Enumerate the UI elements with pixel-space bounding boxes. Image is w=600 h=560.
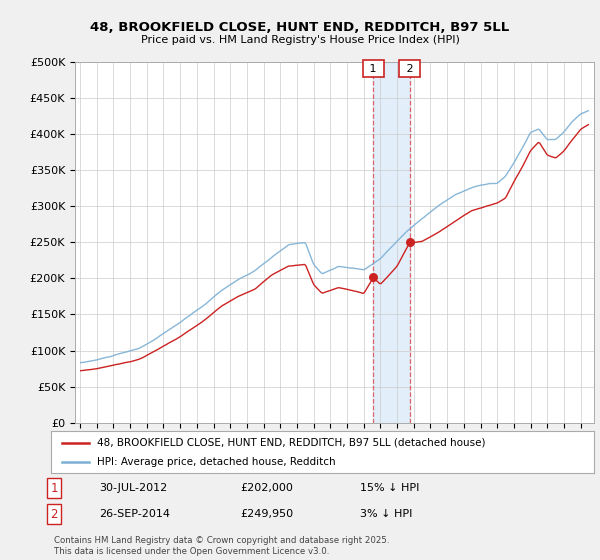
Text: £202,000: £202,000 <box>240 483 293 493</box>
Text: 15% ↓ HPI: 15% ↓ HPI <box>360 483 419 493</box>
Text: Price paid vs. HM Land Registry's House Price Index (HPI): Price paid vs. HM Land Registry's House … <box>140 35 460 45</box>
Text: 3% ↓ HPI: 3% ↓ HPI <box>360 509 412 519</box>
Text: £249,950: £249,950 <box>240 509 293 519</box>
Text: 48, BROOKFIELD CLOSE, HUNT END, REDDITCH, B97 5LL: 48, BROOKFIELD CLOSE, HUNT END, REDDITCH… <box>91 21 509 34</box>
Text: 30-JUL-2012: 30-JUL-2012 <box>99 483 167 493</box>
Text: 2: 2 <box>403 64 416 74</box>
Point <box>368 272 378 281</box>
Text: 1: 1 <box>50 482 58 495</box>
Point <box>405 238 415 247</box>
Text: 26-SEP-2014: 26-SEP-2014 <box>99 509 170 519</box>
Text: 48, BROOKFIELD CLOSE, HUNT END, REDDITCH, B97 5LL (detached house): 48, BROOKFIELD CLOSE, HUNT END, REDDITCH… <box>97 437 485 447</box>
Bar <box>373 62 410 423</box>
Text: 1: 1 <box>367 64 380 74</box>
Text: 2: 2 <box>50 507 58 521</box>
Text: HPI: Average price, detached house, Redditch: HPI: Average price, detached house, Redd… <box>97 457 336 467</box>
Text: Contains HM Land Registry data © Crown copyright and database right 2025.
This d: Contains HM Land Registry data © Crown c… <box>54 536 389 556</box>
